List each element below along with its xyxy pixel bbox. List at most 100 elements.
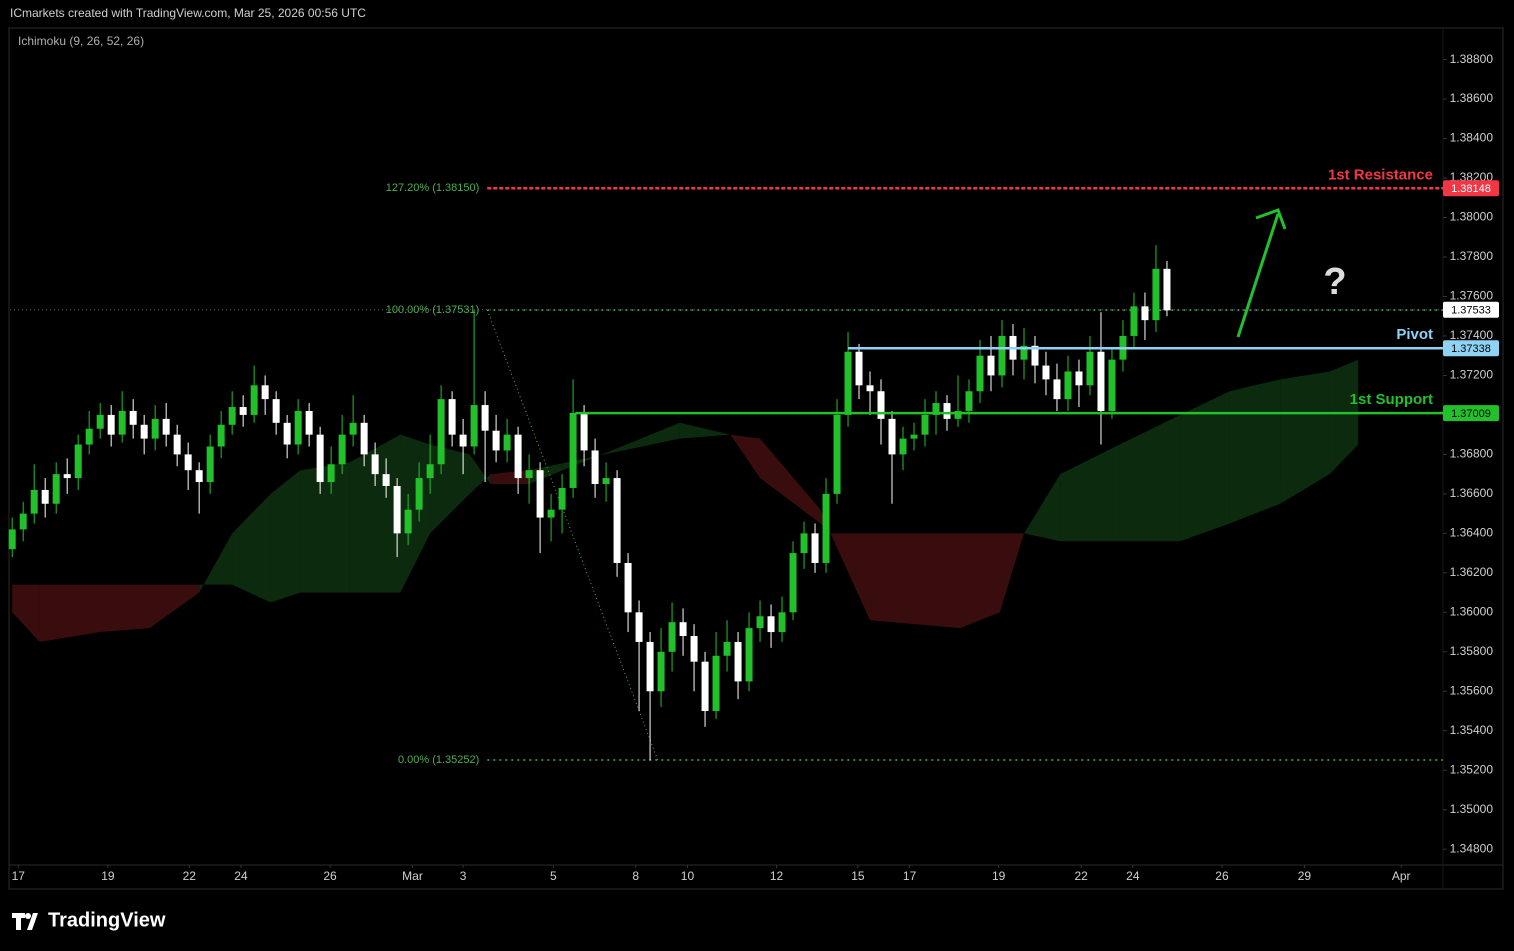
cloud-segment bbox=[400, 434, 431, 593]
ichimoku-cloud bbox=[12, 359, 1359, 642]
y-tick-label: 1.36600 bbox=[1450, 486, 1494, 500]
candle-body bbox=[899, 438, 907, 455]
arrow-head bbox=[1255, 208, 1287, 230]
y-tick-label: 1.35200 bbox=[1450, 762, 1494, 776]
y-tick-label: 1.37800 bbox=[1450, 249, 1494, 263]
candle-body bbox=[184, 454, 192, 471]
cloud-segment bbox=[469, 454, 491, 494]
candle-body bbox=[1031, 345, 1039, 366]
candle-body bbox=[580, 412, 588, 451]
y-tick-label: 1.37200 bbox=[1450, 368, 1494, 382]
logo-text: TradingView bbox=[48, 909, 166, 931]
y-tick-label: 1.36200 bbox=[1450, 565, 1494, 579]
candle-body bbox=[536, 470, 544, 518]
candle-body bbox=[437, 399, 445, 465]
candle-body bbox=[668, 622, 676, 652]
candle-body bbox=[492, 430, 500, 451]
cloud-segment bbox=[490, 470, 530, 485]
candle-body bbox=[767, 616, 775, 633]
cloud-segment bbox=[199, 533, 233, 593]
cloud-segment bbox=[1329, 359, 1359, 475]
candle-body bbox=[393, 485, 401, 534]
candle-body bbox=[360, 422, 368, 455]
candle-body bbox=[327, 464, 335, 483]
candle-body bbox=[833, 414, 841, 494]
indicator-label: Ichimoku (9, 26, 52, 26) bbox=[18, 34, 144, 48]
candle-body bbox=[514, 434, 522, 479]
candle-body bbox=[745, 628, 753, 682]
candle-body bbox=[316, 434, 324, 483]
candle-body bbox=[8, 529, 16, 550]
x-tick-label: 26 bbox=[1215, 869, 1229, 883]
candle-body bbox=[63, 474, 71, 479]
cloud-segment bbox=[430, 444, 470, 534]
candle-body bbox=[855, 351, 863, 386]
y-tick-label: 1.38400 bbox=[1450, 131, 1494, 145]
y-tick-label: 1.35000 bbox=[1450, 802, 1494, 816]
candle-body bbox=[96, 414, 104, 429]
x-tick-label: 24 bbox=[1126, 869, 1140, 883]
last-price: 1.37533 bbox=[1451, 305, 1491, 317]
candle-body bbox=[811, 533, 819, 563]
candle-body bbox=[349, 422, 357, 435]
x-tick-label: 15 bbox=[851, 869, 865, 883]
candle-body bbox=[74, 444, 82, 479]
candle-body bbox=[426, 464, 434, 479]
x-tick-label: Mar bbox=[402, 869, 423, 883]
x-tick-label: 8 bbox=[632, 869, 639, 883]
candle-body bbox=[151, 418, 159, 439]
x-tick-label: 3 bbox=[460, 869, 467, 883]
candle-body bbox=[1163, 268, 1171, 311]
cloud-segment bbox=[39, 584, 101, 642]
candle-body bbox=[272, 399, 280, 423]
candle-body bbox=[987, 355, 995, 376]
candle-body bbox=[1152, 268, 1160, 321]
cloud-segment bbox=[1119, 414, 1181, 542]
candle-body bbox=[866, 385, 874, 392]
forecast-arrow bbox=[1236, 208, 1287, 338]
cloud-segment bbox=[870, 533, 961, 629]
x-tick-label: 17 bbox=[12, 869, 26, 883]
logo-dot bbox=[25, 913, 31, 919]
level-name: 1st Support bbox=[1350, 391, 1433, 408]
candle-body bbox=[250, 385, 258, 415]
candle-body bbox=[162, 418, 170, 435]
cloud-segment bbox=[149, 584, 200, 629]
candle-body bbox=[635, 612, 643, 642]
candle-body bbox=[910, 434, 918, 439]
fib-level-label: 0.00% (1.35252) bbox=[398, 754, 479, 766]
cloud-segment bbox=[12, 584, 40, 642]
cloud-segment bbox=[270, 470, 301, 603]
attribution: ICmarkets created with TradingView.com, … bbox=[10, 6, 366, 20]
candle-body bbox=[723, 641, 731, 656]
candle-body bbox=[195, 470, 203, 483]
y-tick-label: 1.36400 bbox=[1450, 526, 1494, 540]
candle-body bbox=[1130, 306, 1138, 336]
chart-frame bbox=[8, 27, 1504, 890]
candle-body bbox=[558, 487, 566, 510]
candle-body bbox=[1064, 371, 1072, 400]
candle-body bbox=[712, 655, 720, 712]
logo: TradingView bbox=[12, 909, 166, 931]
candle-body bbox=[954, 410, 962, 419]
y-tick-label: 1.34800 bbox=[1450, 841, 1494, 855]
candle-body bbox=[1108, 359, 1116, 411]
candle-body bbox=[591, 450, 599, 485]
candle-body bbox=[19, 513, 27, 530]
candle-body bbox=[690, 636, 698, 662]
candle-body bbox=[52, 474, 60, 504]
candle-body bbox=[118, 410, 126, 435]
annotation: ? bbox=[1323, 261, 1346, 303]
x-tick-label: 22 bbox=[1074, 869, 1088, 883]
candle-body bbox=[85, 428, 93, 445]
candle-body bbox=[756, 616, 764, 629]
cloud-segment bbox=[232, 493, 271, 603]
candle-body bbox=[734, 641, 742, 682]
x-tick-label: 26 bbox=[323, 869, 337, 883]
candle-body bbox=[1097, 351, 1105, 411]
candle-body bbox=[404, 509, 412, 534]
x-tick-label: 17 bbox=[903, 869, 917, 883]
level-badge bbox=[1443, 405, 1499, 422]
cloud-segment bbox=[1229, 379, 1281, 524]
logo-icon bbox=[12, 913, 38, 930]
